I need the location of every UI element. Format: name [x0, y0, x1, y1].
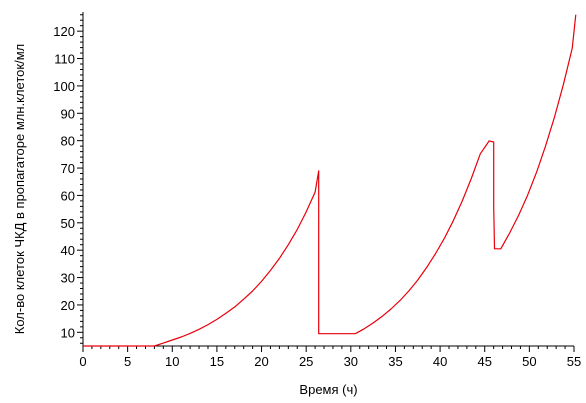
y-ticks: 10 20 30 40 50 60 70 80 90 100 110 120 — [53, 14, 83, 344]
x-tick-label: 45 — [477, 354, 491, 369]
x-axis: 0 5 10 15 20 25 30 35 40 45 50 55 — [79, 345, 581, 369]
y-tick-label: 40 — [61, 243, 75, 258]
y-tick-label: 70 — [61, 161, 75, 176]
x-tick-label: 10 — [165, 354, 179, 369]
y-tick-label: 110 — [54, 52, 75, 67]
y-tick-label: 100 — [53, 79, 75, 94]
x-tick-label: 35 — [388, 354, 402, 369]
x-tick-label: 20 — [254, 354, 268, 369]
y-tick-label: 30 — [61, 271, 75, 286]
x-tick-label: 50 — [522, 354, 536, 369]
x-tick-label: 25 — [299, 354, 313, 369]
x-tick-label: 30 — [344, 354, 358, 369]
x-tick-label: 0 — [79, 354, 86, 369]
x-tick-label: 55 — [567, 354, 581, 369]
x-axis-title: Время (ч) — [299, 382, 357, 397]
x-tick-label: 40 — [433, 354, 447, 369]
y-tick-label: 60 — [61, 188, 75, 203]
x-tick-label: 5 — [124, 354, 131, 369]
y-tick-label: 50 — [61, 216, 75, 231]
y-tick-label: 120 — [53, 24, 75, 39]
series-line-1 — [83, 14, 577, 347]
y-tick-label: 80 — [61, 134, 75, 149]
x-tick-label: 15 — [210, 354, 224, 369]
y-tick-label: 20 — [61, 298, 75, 313]
y-tick-label: 10 — [61, 325, 75, 340]
y-axis-title: Кол-во клеток ЧКД в пропагаторе млн.клет… — [12, 44, 27, 334]
x-ticks: 0 5 10 15 20 25 30 35 40 45 50 55 — [79, 346, 581, 369]
y-axis: 10 20 30 40 50 60 70 80 90 100 110 120 — [53, 12, 84, 346]
series-layer — [83, 14, 577, 347]
y-tick-label: 90 — [61, 106, 75, 121]
